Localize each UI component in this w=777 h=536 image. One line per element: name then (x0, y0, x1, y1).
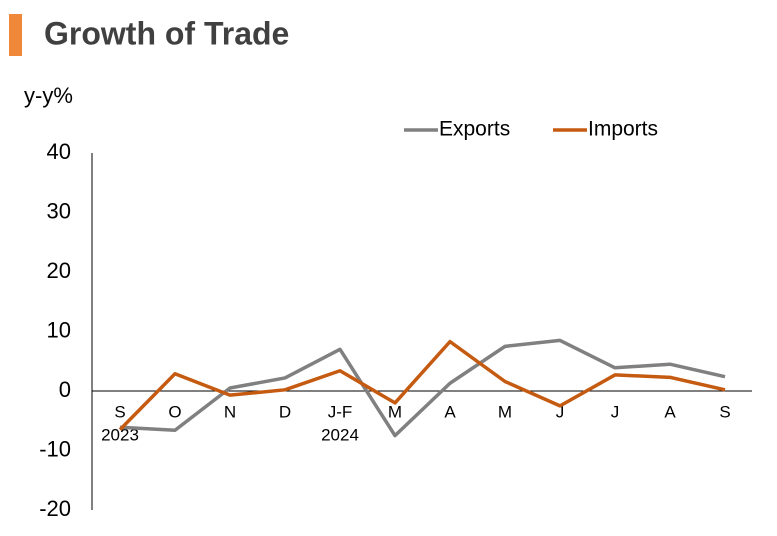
x-tick-label: S (114, 402, 125, 421)
y-tick-label: -20 (39, 496, 71, 521)
series-line (118, 339, 726, 431)
y-tick-label: 40 (47, 139, 71, 164)
x-tick-label: S (719, 402, 730, 421)
series-line (119, 338, 726, 438)
legend-label: Exports (439, 118, 510, 141)
x-tick-label: N (224, 402, 236, 421)
chart-title: Growth of Trade (44, 15, 289, 51)
y-tick-label: 0 (59, 377, 71, 402)
x-year-label: 2024 (321, 425, 359, 444)
x-tick-label: M (388, 402, 402, 421)
y-tick-label: -10 (39, 436, 71, 461)
y-tick-label: 10 (47, 317, 71, 342)
legend-label: Imports (588, 118, 658, 141)
x-tick-label: A (664, 402, 676, 421)
x-tick-label: A (444, 402, 456, 421)
x-year-label: 2023 (101, 425, 139, 444)
x-tick-label: D (279, 402, 291, 421)
x-tick-label: J (556, 402, 565, 421)
x-tick-label: O (168, 402, 181, 421)
title-accent (9, 14, 22, 56)
x-tick-label: J (611, 402, 620, 421)
x-tick-label: M (498, 402, 512, 421)
x-tick-label: J-F (328, 402, 353, 421)
y-tick-label: 20 (47, 258, 71, 283)
y-tick-label: 30 (47, 198, 71, 223)
y-axis-label: y-y% (24, 83, 73, 108)
